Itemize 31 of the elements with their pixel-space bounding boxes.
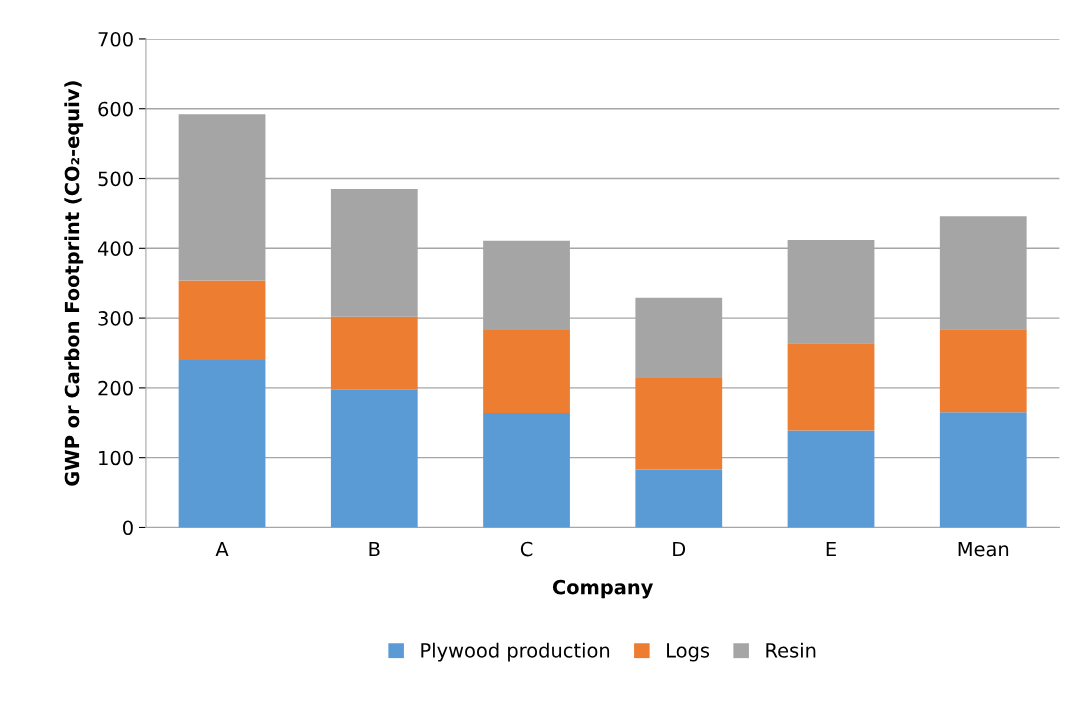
y-tick-label: 400 (97, 241, 133, 256)
bar (635, 378, 723, 470)
legend-label: Plywood production (421, 642, 610, 662)
x-tick-label: D (673, 541, 686, 557)
y-tick-label: 500 (98, 171, 133, 187)
y-tick-label: 300 (98, 311, 133, 326)
y-tick-label: 0 (123, 520, 133, 536)
y-tick-label: 600 (98, 101, 133, 117)
bar (483, 413, 570, 528)
bar (939, 329, 1027, 413)
x-tick-label: Mean (958, 541, 1009, 557)
x-tick-label: C (520, 541, 533, 557)
y-axis-title: GWP or Carbon Footprint (CO₂-equiv) (64, 81, 84, 486)
y-tick-label: 200 (98, 380, 133, 396)
legend-label: Logs (667, 643, 710, 662)
x-axis-title: Company (552, 579, 654, 599)
bar (787, 343, 875, 431)
bar (178, 359, 266, 528)
bar (939, 412, 1027, 528)
bar (635, 469, 723, 528)
bar (330, 389, 418, 528)
x-tick-label: E (826, 541, 836, 557)
y-tick-label: 100 (99, 450, 133, 466)
legend-label: Resin (766, 642, 816, 658)
y-tick-label: 700 (98, 31, 133, 47)
bar (483, 329, 570, 414)
x-tick-label: A (215, 541, 229, 557)
bar (787, 430, 875, 528)
x-tick-label: B (369, 541, 380, 557)
bar (330, 316, 418, 390)
bar (178, 280, 266, 360)
